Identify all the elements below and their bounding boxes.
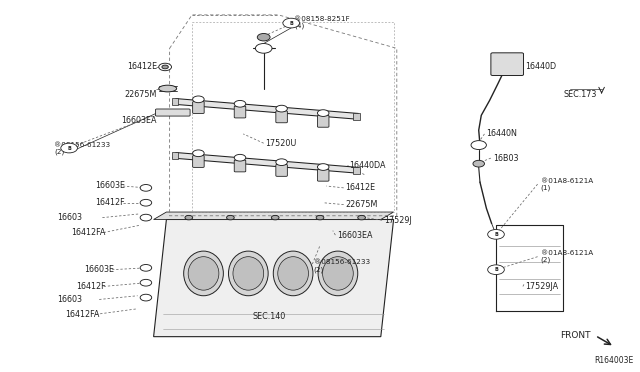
Text: 16412F: 16412F bbox=[95, 198, 125, 207]
Circle shape bbox=[358, 215, 365, 220]
Ellipse shape bbox=[228, 251, 268, 296]
Text: 16440N: 16440N bbox=[486, 129, 517, 138]
Circle shape bbox=[193, 150, 204, 157]
Text: R164003E: R164003E bbox=[595, 356, 634, 365]
Text: 16603: 16603 bbox=[58, 295, 83, 304]
Ellipse shape bbox=[184, 251, 223, 296]
Circle shape bbox=[271, 215, 279, 220]
Polygon shape bbox=[173, 99, 358, 119]
Text: ®08158-8251F
(4): ®08158-8251F (4) bbox=[294, 16, 350, 29]
Circle shape bbox=[317, 110, 329, 116]
Text: 16603: 16603 bbox=[58, 213, 83, 222]
Circle shape bbox=[276, 159, 287, 166]
Text: 16603EA: 16603EA bbox=[122, 116, 157, 125]
Ellipse shape bbox=[278, 257, 308, 290]
Text: ®01A8-6121A
(2): ®01A8-6121A (2) bbox=[541, 250, 593, 263]
Polygon shape bbox=[154, 219, 394, 337]
FancyBboxPatch shape bbox=[156, 109, 190, 116]
Circle shape bbox=[283, 18, 300, 28]
Text: SEC.173: SEC.173 bbox=[563, 90, 596, 99]
Text: 16412E: 16412E bbox=[127, 62, 157, 71]
Text: SEC.140: SEC.140 bbox=[252, 312, 285, 321]
Polygon shape bbox=[353, 167, 360, 174]
Circle shape bbox=[227, 215, 234, 220]
Text: 16440D: 16440D bbox=[525, 62, 556, 71]
Circle shape bbox=[488, 230, 504, 239]
Ellipse shape bbox=[233, 257, 264, 290]
Circle shape bbox=[61, 143, 77, 153]
Circle shape bbox=[473, 160, 484, 167]
Circle shape bbox=[140, 294, 152, 301]
Ellipse shape bbox=[188, 257, 219, 290]
Circle shape bbox=[234, 154, 246, 161]
Text: 16412E: 16412E bbox=[346, 183, 376, 192]
Polygon shape bbox=[172, 98, 178, 105]
Circle shape bbox=[255, 44, 272, 53]
Circle shape bbox=[193, 96, 204, 103]
Circle shape bbox=[159, 63, 172, 71]
FancyBboxPatch shape bbox=[317, 169, 329, 181]
Ellipse shape bbox=[323, 257, 353, 290]
FancyBboxPatch shape bbox=[317, 115, 329, 127]
Text: B: B bbox=[289, 20, 293, 26]
Polygon shape bbox=[173, 153, 358, 173]
Circle shape bbox=[162, 65, 168, 69]
Circle shape bbox=[185, 215, 193, 220]
FancyBboxPatch shape bbox=[276, 111, 287, 123]
Ellipse shape bbox=[159, 85, 177, 92]
Text: 16603EA: 16603EA bbox=[337, 231, 372, 240]
FancyBboxPatch shape bbox=[234, 160, 246, 172]
Text: ®08156-61233
(2): ®08156-61233 (2) bbox=[314, 259, 370, 273]
FancyBboxPatch shape bbox=[193, 155, 204, 167]
Text: ®08156-61233
(2): ®08156-61233 (2) bbox=[54, 142, 111, 155]
Circle shape bbox=[471, 141, 486, 150]
FancyBboxPatch shape bbox=[234, 106, 246, 118]
Circle shape bbox=[234, 100, 246, 107]
Ellipse shape bbox=[318, 251, 358, 296]
Circle shape bbox=[488, 265, 504, 275]
Text: 17529JA: 17529JA bbox=[525, 282, 558, 291]
Text: B: B bbox=[494, 232, 498, 237]
Text: 16412F: 16412F bbox=[76, 282, 106, 291]
Text: 16412FA: 16412FA bbox=[71, 228, 106, 237]
FancyBboxPatch shape bbox=[276, 164, 287, 176]
Text: 17520U: 17520U bbox=[266, 139, 297, 148]
Text: B: B bbox=[67, 145, 71, 151]
Circle shape bbox=[316, 215, 324, 220]
Ellipse shape bbox=[273, 251, 313, 296]
Text: B: B bbox=[494, 267, 498, 272]
Circle shape bbox=[140, 264, 152, 271]
Text: 16412FA: 16412FA bbox=[65, 310, 99, 319]
Text: ®01A8-6121A
(1): ®01A8-6121A (1) bbox=[541, 177, 593, 191]
Text: 16603E: 16603E bbox=[84, 265, 114, 274]
Text: 16B03: 16B03 bbox=[493, 154, 518, 163]
Text: 22675M: 22675M bbox=[346, 200, 378, 209]
Text: 16440DA: 16440DA bbox=[349, 161, 385, 170]
Text: 16603E: 16603E bbox=[95, 182, 125, 190]
Circle shape bbox=[140, 279, 152, 286]
Text: FRONT: FRONT bbox=[560, 331, 591, 340]
Circle shape bbox=[140, 199, 152, 206]
Circle shape bbox=[257, 33, 270, 41]
Text: 22675M: 22675M bbox=[124, 90, 157, 99]
Polygon shape bbox=[154, 212, 394, 219]
FancyBboxPatch shape bbox=[193, 102, 204, 113]
Polygon shape bbox=[353, 113, 360, 120]
FancyBboxPatch shape bbox=[491, 53, 524, 76]
Circle shape bbox=[140, 185, 152, 191]
Text: 17529J: 17529J bbox=[384, 216, 412, 225]
Circle shape bbox=[276, 105, 287, 112]
Circle shape bbox=[140, 214, 152, 221]
Circle shape bbox=[317, 164, 329, 170]
Polygon shape bbox=[172, 152, 178, 159]
